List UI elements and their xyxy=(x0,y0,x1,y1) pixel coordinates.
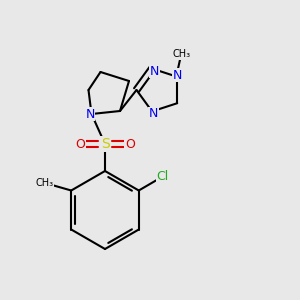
Text: N: N xyxy=(149,107,158,120)
Text: CH₃: CH₃ xyxy=(36,178,54,188)
Text: N: N xyxy=(85,107,95,121)
Text: N: N xyxy=(172,69,182,82)
Text: O: O xyxy=(125,137,135,151)
Text: Cl: Cl xyxy=(157,170,169,184)
Text: O: O xyxy=(75,137,85,151)
Text: S: S xyxy=(100,137,109,151)
Text: N: N xyxy=(150,64,159,77)
Text: CH₃: CH₃ xyxy=(172,49,191,59)
